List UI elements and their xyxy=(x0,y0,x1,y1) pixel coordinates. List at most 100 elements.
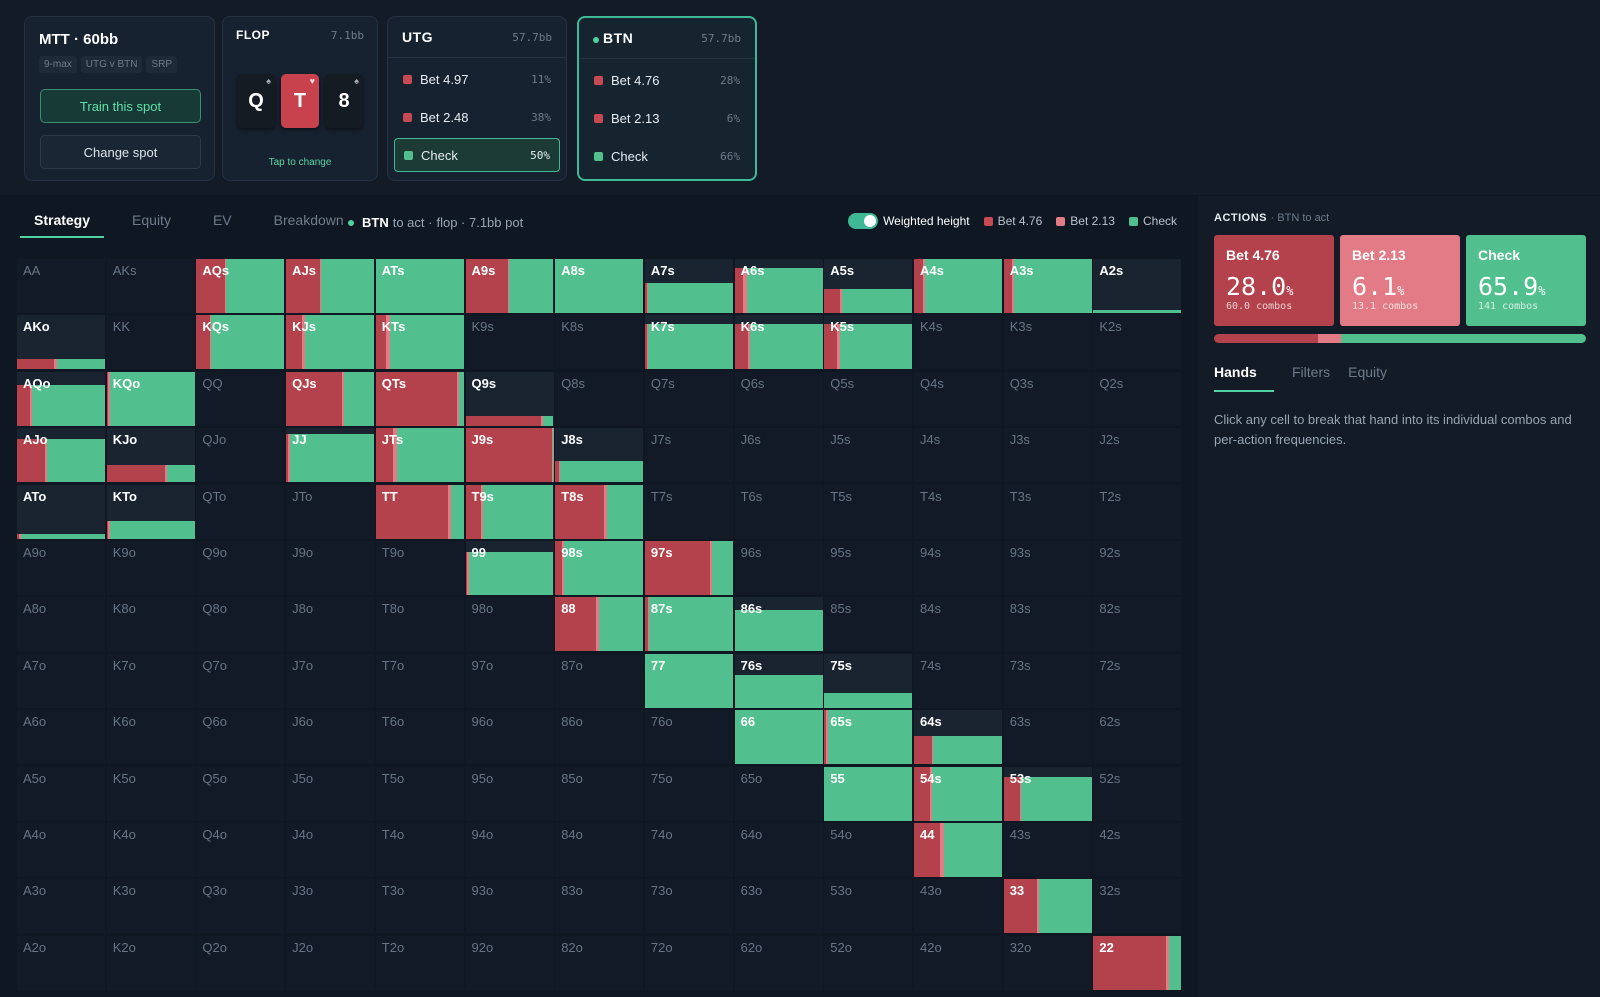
hand-cell-T3s[interactable]: T3s xyxy=(1003,484,1092,539)
board-card-2[interactable]: T ♥ xyxy=(281,74,319,128)
hand-cell-T3o[interactable]: T3o xyxy=(375,879,464,934)
hand-cell-K2s[interactable]: K2s xyxy=(1093,315,1182,370)
hand-cell-75o[interactable]: 75o xyxy=(644,766,733,821)
hand-cell-A8s[interactable]: A8s xyxy=(555,259,644,313)
hand-cell-A2s[interactable]: A2s xyxy=(1093,259,1182,313)
hand-cell-74s[interactable]: 74s xyxy=(914,653,1002,708)
hand-cell-42o[interactable]: 42o xyxy=(914,935,1002,990)
hand-cell-ATo[interactable]: ATo xyxy=(17,484,105,539)
utg-action-bet-large[interactable]: Bet 4.97 11% xyxy=(394,62,560,96)
hand-cell-J9o[interactable]: J9o xyxy=(286,541,375,595)
hand-cell-83s[interactable]: 83s xyxy=(1003,597,1092,652)
hand-cell-53s[interactable]: 53s xyxy=(1003,766,1092,821)
hand-cell-KTo[interactable]: KTo xyxy=(106,484,195,539)
hand-cell-75s[interactable]: 75s xyxy=(824,653,913,708)
hand-cell-A9o[interactable]: A9o xyxy=(17,541,105,595)
hand-cell-Q3s[interactable]: Q3s xyxy=(1003,371,1092,426)
hand-cell-Q5s[interactable]: Q5s xyxy=(824,371,913,426)
hand-cell-74o[interactable]: 74o xyxy=(644,823,733,877)
hand-cell-Q8s[interactable]: Q8s xyxy=(555,371,644,426)
hand-cell-63o[interactable]: 63o xyxy=(734,879,823,934)
hand-cell-72o[interactable]: 72o xyxy=(644,935,733,990)
hand-cell-KJo[interactable]: KJo xyxy=(106,428,195,483)
hand-cell-32o[interactable]: 32o xyxy=(1003,935,1092,990)
hand-cell-62o[interactable]: 62o xyxy=(734,935,823,990)
hand-cell-72s[interactable]: 72s xyxy=(1093,653,1182,708)
hand-cell-T5o[interactable]: T5o xyxy=(375,766,464,821)
hand-cell-K6o[interactable]: K6o xyxy=(106,710,195,765)
hand-cell-T2o[interactable]: T2o xyxy=(375,935,464,990)
hand-cell-AJs[interactable]: AJs xyxy=(286,259,375,313)
hand-cell-87s[interactable]: 87s xyxy=(644,597,733,652)
hand-cell-84s[interactable]: 84s xyxy=(914,597,1002,652)
hand-cell-T9s[interactable]: T9s xyxy=(465,484,554,539)
hand-cell-JTs[interactable]: JTs xyxy=(375,428,464,483)
hand-cell-A7o[interactable]: A7o xyxy=(17,653,105,708)
hand-cell-TT[interactable]: TT xyxy=(375,484,464,539)
hand-cell-Q7o[interactable]: Q7o xyxy=(196,653,285,708)
hand-cell-AQo[interactable]: AQo xyxy=(17,371,105,426)
hand-cell-84o[interactable]: 84o xyxy=(555,823,644,877)
hand-cell-88[interactable]: 88 xyxy=(555,597,644,652)
utg-card[interactable]: UTG 57.7bb Bet 4.97 11% Bet 2.48 38% Check… xyxy=(387,16,567,181)
hand-cell-76o[interactable]: 76o xyxy=(644,710,733,765)
tab-filters[interactable]: Filters xyxy=(1292,364,1331,380)
hand-cell-73s[interactable]: 73s xyxy=(1003,653,1092,708)
hand-cell-A6s[interactable]: A6s xyxy=(734,259,823,313)
hand-cell-82s[interactable]: 82s xyxy=(1093,597,1182,652)
hand-cell-J5s[interactable]: J5s xyxy=(824,428,913,483)
hand-cell-Q4s[interactable]: Q4s xyxy=(914,371,1002,426)
hand-cell-T4o[interactable]: T4o xyxy=(375,823,464,877)
hand-cell-J8o[interactable]: J8o xyxy=(286,597,375,652)
flop-card[interactable]: FLOP 7.1bb Q ♠ T ♥ 8 ♠ Tap to change xyxy=(222,16,378,181)
hand-cell-97s[interactable]: 97s xyxy=(644,541,733,595)
hand-cell-Q8o[interactable]: Q8o xyxy=(196,597,285,652)
hand-cell-Q2s[interactable]: Q2s xyxy=(1093,371,1182,426)
hand-cell-T5s[interactable]: T5s xyxy=(824,484,913,539)
hand-cell-A9s[interactable]: A9s xyxy=(465,259,554,313)
hand-cell-T6s[interactable]: T6s xyxy=(734,484,823,539)
board-card-3[interactable]: 8 ♠ xyxy=(325,74,363,128)
hand-cell-A4s[interactable]: A4s xyxy=(914,259,1002,313)
tab-breakdown[interactable]: Breakdown xyxy=(273,212,344,228)
weighted-height-toggle[interactable] xyxy=(848,213,879,229)
hand-cell-J7o[interactable]: J7o xyxy=(286,653,375,708)
hand-cell-55[interactable]: 55 xyxy=(824,766,913,821)
hand-cell-K5o[interactable]: K5o xyxy=(106,766,195,821)
hand-cell-T7s[interactable]: T7s xyxy=(644,484,733,539)
hand-cell-44[interactable]: 44 xyxy=(914,823,1002,877)
hand-cell-K8s[interactable]: K8s xyxy=(555,315,644,370)
hand-cell-QTs[interactable]: QTs xyxy=(375,371,464,426)
hand-cell-A5s[interactable]: A5s xyxy=(824,259,913,313)
hand-cell-95s[interactable]: 95s xyxy=(824,541,913,595)
hand-cell-52s[interactable]: 52s xyxy=(1093,766,1182,821)
hand-cell-KJs[interactable]: KJs xyxy=(286,315,375,370)
board-cards[interactable]: Q ♠ T ♥ 8 ♠ xyxy=(237,74,363,128)
change-spot-button[interactable]: Change spot xyxy=(40,135,201,169)
hand-cell-Q6o[interactable]: Q6o xyxy=(196,710,285,765)
hand-cell-KQs[interactable]: KQs xyxy=(196,315,285,370)
hand-cell-85s[interactable]: 85s xyxy=(824,597,913,652)
hand-cell-93o[interactable]: 93o xyxy=(465,879,554,934)
hand-cell-A3s[interactable]: A3s xyxy=(1003,259,1092,313)
hand-cell-T9o[interactable]: T9o xyxy=(375,541,464,595)
hand-cell-K5s[interactable]: K5s xyxy=(824,315,913,370)
hand-cell-96o[interactable]: 96o xyxy=(465,710,554,765)
hand-cell-86s[interactable]: 86s xyxy=(734,597,823,652)
hand-cell-62s[interactable]: 62s xyxy=(1093,710,1182,765)
hand-cell-K2o[interactable]: K2o xyxy=(106,935,195,990)
action-box-bet-small[interactable]: Bet 2.13 6.1% 13.1 combos xyxy=(1340,235,1460,326)
hand-cell-K7s[interactable]: K7s xyxy=(644,315,733,370)
hand-cell-Q4o[interactable]: Q4o xyxy=(196,823,285,877)
hand-cell-T6o[interactable]: T6o xyxy=(375,710,464,765)
hand-cell-22[interactable]: 22 xyxy=(1093,935,1182,990)
hand-cell-A3o[interactable]: A3o xyxy=(17,879,105,934)
hand-cell-AQs[interactable]: AQs xyxy=(196,259,285,313)
hand-cell-K6s[interactable]: K6s xyxy=(734,315,823,370)
hand-cell-33[interactable]: 33 xyxy=(1003,879,1092,934)
hand-cell-K7o[interactable]: K7o xyxy=(106,653,195,708)
hand-cell-99[interactable]: 99 xyxy=(465,541,554,595)
hand-cell-98s[interactable]: 98s xyxy=(555,541,644,595)
hand-cell-J2o[interactable]: J2o xyxy=(286,935,375,990)
hand-cell-AJo[interactable]: AJo xyxy=(17,428,105,483)
